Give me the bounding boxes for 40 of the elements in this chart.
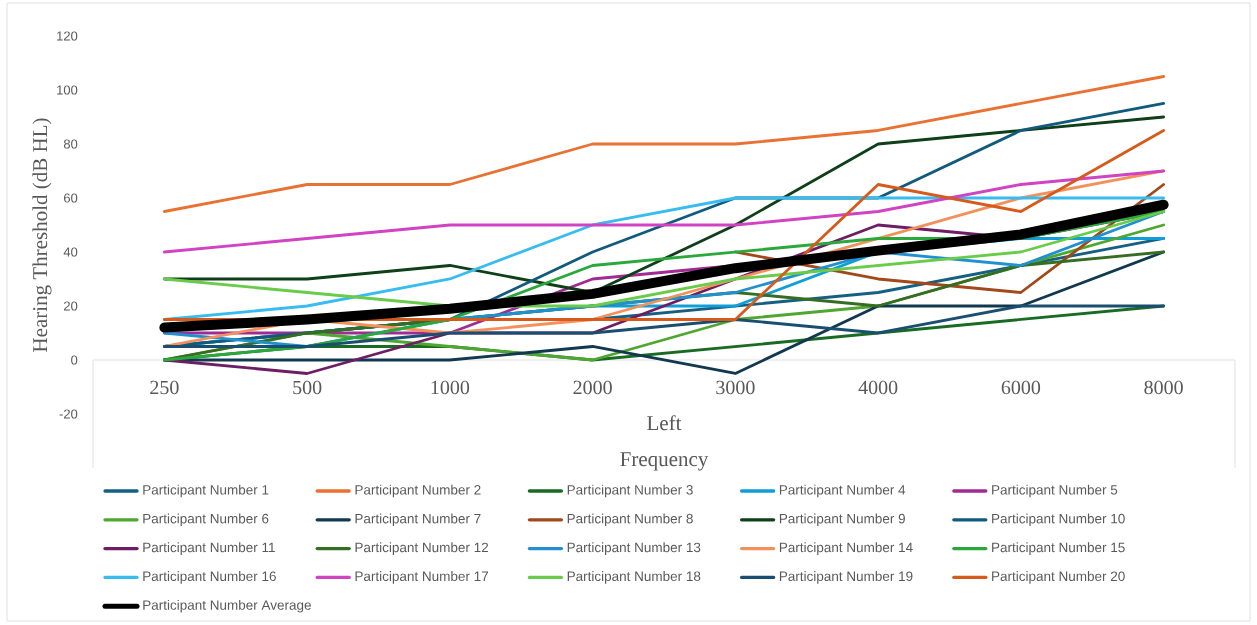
y-tick-label: 120	[57, 31, 78, 41]
legend-label: Participant Number 8	[567, 513, 693, 527]
x-tick-label: 3000	[716, 380, 755, 395]
legend-label: Participant Number 15	[992, 542, 1125, 555]
legend-label: Participant Number 6	[143, 513, 269, 527]
legend-label: Participant Number 5	[992, 484, 1118, 498]
legend-label: Participant Number 1	[143, 484, 269, 498]
legend-label: Participant Number 4	[779, 484, 906, 498]
x-axis-title: Left	[647, 415, 682, 431]
x-tick-label: 1000	[431, 380, 470, 395]
legend-label: Participant Number 16	[143, 571, 276, 584]
y-tick-label: 80	[63, 139, 78, 149]
legend-label: Participant Number 9	[779, 513, 905, 527]
legend-label: Participant Number 11	[143, 542, 275, 555]
legend-label: Participant Number 20	[992, 571, 1125, 584]
x-tick-label: 6000	[1001, 380, 1041, 395]
y-tick-label: 0	[71, 355, 78, 365]
y-tick-label: -20	[59, 409, 78, 419]
legend-label: Participant Number 13	[567, 542, 701, 555]
legend-label: Participant Number 3	[567, 484, 693, 498]
x-tick-label: 8000	[1144, 380, 1183, 395]
legend-label: Participant Number 14	[779, 542, 913, 555]
legend-label: Participant Number 17	[355, 571, 489, 584]
legend-label: Participant Number 19	[779, 571, 913, 584]
legend-label: Participant Number 7	[355, 513, 481, 527]
legend-label: Participant Number 2	[355, 484, 481, 498]
y-axis-title: Hearing Threshold (dB HL)	[32, 118, 52, 352]
legend-label: Participant Number 10	[992, 513, 1125, 527]
x-tick-label: 4000	[858, 380, 898, 395]
x-tick-label: 250	[150, 380, 179, 395]
y-tick-label: 60	[64, 193, 78, 203]
y-tick-label: 40	[63, 247, 78, 257]
x-tick-label: 2000	[573, 380, 612, 395]
y-tick-label: 20	[64, 301, 78, 311]
text: Frequency	[620, 452, 709, 471]
legend-label: Participant Number 12	[355, 542, 489, 555]
x-tick-label: 500	[293, 380, 322, 395]
legend-label: Participant Number Average	[143, 599, 311, 613]
y-tick-label: 100	[57, 85, 78, 95]
legend-label: Participant Number 18	[567, 571, 701, 584]
